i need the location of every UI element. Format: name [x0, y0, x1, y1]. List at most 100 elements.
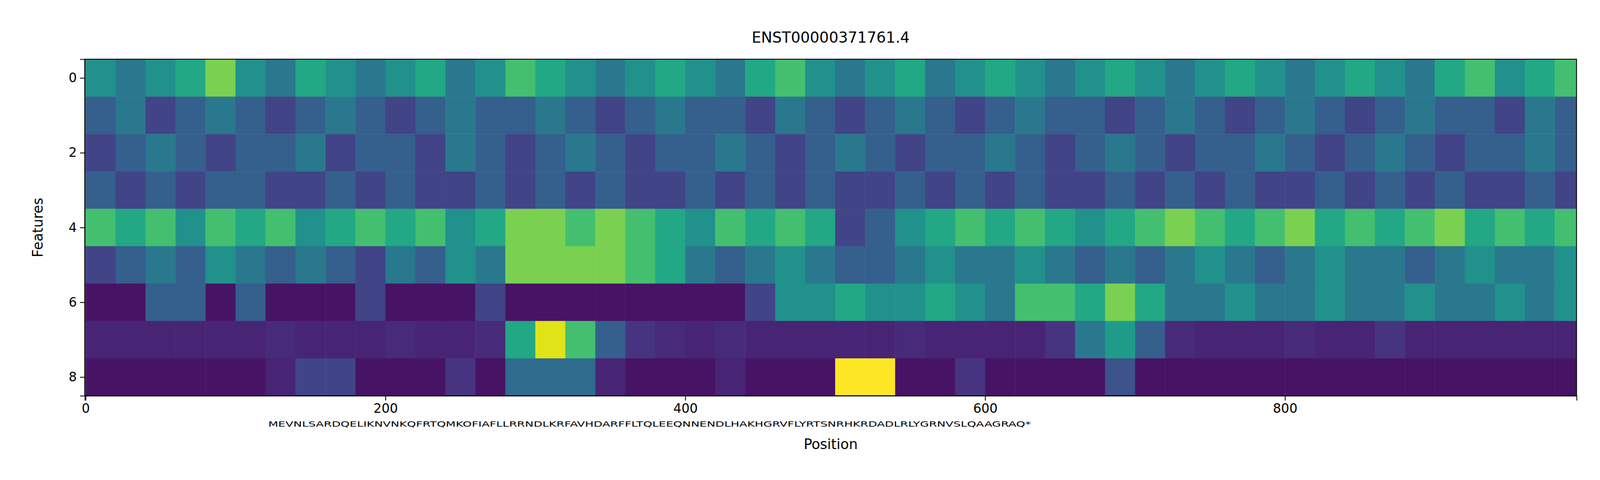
heatmap-cell: [205, 321, 236, 359]
heatmap-cell: [894, 321, 926, 359]
heatmap-cell: [655, 59, 686, 98]
heatmap-cell: [1284, 246, 1316, 285]
heatmap-cell: [745, 358, 776, 396]
heatmap-cell: [205, 171, 236, 210]
heatmap-cell: [85, 246, 116, 285]
heatmap-cell: [1465, 283, 1496, 322]
heatmap-cell: [865, 171, 896, 210]
sequence-annotation: MEVNLSARDQELIKNVNKQFRTQMKOFIAFLLRRNDLKRF…: [268, 419, 1031, 429]
tick-mark: [85, 395, 87, 401]
heatmap-cell: [1524, 246, 1556, 285]
heatmap-cell: [925, 358, 956, 396]
heatmap-cell: [1374, 171, 1406, 210]
heatmap-cell: [1164, 283, 1196, 322]
heatmap-cell: [985, 133, 1016, 172]
heatmap-cell: [1075, 208, 1106, 247]
heatmap-cell: [355, 358, 386, 396]
heatmap-cell: [805, 246, 836, 285]
heatmap-cell: [1314, 283, 1346, 322]
heatmap-cell: [715, 96, 746, 135]
heatmap-cell: [1284, 283, 1316, 322]
heatmap-cell: [265, 321, 296, 359]
chart: 020040060080002468ENST00000371761.4MEVNL…: [0, 0, 1600, 480]
heatmap-cell: [625, 358, 656, 396]
heatmap-cell: [925, 321, 956, 359]
heatmap-cell: [295, 246, 326, 285]
heatmap-cell: [685, 171, 716, 210]
heatmap-cell: [1105, 283, 1136, 322]
heatmap-cell: [1465, 208, 1496, 247]
heatmap-cell: [865, 283, 896, 322]
heatmap-cell: [1314, 59, 1346, 98]
heatmap-cell: [1075, 283, 1106, 322]
heatmap-cell: [865, 59, 896, 98]
heatmap-cell: [1014, 59, 1046, 98]
heatmap-cell: [774, 246, 806, 285]
heatmap-cell: [1345, 208, 1376, 247]
heatmap-cell: [475, 246, 506, 285]
heatmap-cell: [235, 59, 267, 98]
heatmap-cell: [774, 96, 806, 135]
heatmap-cell: [325, 321, 356, 359]
heatmap-cell: [1014, 358, 1046, 396]
heatmap-cell: [1225, 208, 1256, 247]
heatmap-cell: [175, 283, 206, 322]
heatmap-cell: [1014, 208, 1046, 247]
heatmap-cell: [1434, 321, 1466, 359]
heatmap-cell: [1225, 96, 1256, 135]
heatmap-cell: [715, 246, 746, 285]
heatmap-cell: [145, 358, 176, 396]
heatmap-cell: [1164, 133, 1196, 172]
heatmap-cell: [1195, 171, 1226, 210]
heatmap-cell: [1284, 96, 1316, 135]
heatmap-cell: [595, 133, 626, 172]
heatmap-cell: [265, 59, 296, 98]
heatmap-cell: [1284, 358, 1316, 396]
heatmap-cell: [1524, 59, 1556, 98]
heatmap-cell: [145, 246, 176, 285]
heatmap-cell: [1075, 96, 1106, 135]
heatmap-cell: [955, 208, 986, 247]
heatmap-cell: [85, 171, 116, 210]
heatmap-cell: [595, 96, 626, 135]
heatmap-cell: [175, 358, 206, 396]
heatmap-cell: [85, 59, 116, 98]
heatmap-cell: [1284, 321, 1316, 359]
heatmap-cell: [85, 283, 116, 322]
heatmap-cell: [565, 59, 596, 98]
heatmap-cell: [894, 358, 926, 396]
heatmap-cell: [145, 133, 176, 172]
heatmap-cell: [1554, 358, 1577, 396]
heatmap-cell: [805, 208, 836, 247]
heatmap-cell: [1374, 208, 1406, 247]
title: ENST00000371761.4: [751, 28, 910, 47]
heatmap-cell: [355, 59, 386, 98]
heatmap-cell: [235, 208, 267, 247]
heatmap-cell: [1134, 171, 1166, 210]
x-axis-label: Position: [803, 436, 858, 453]
heatmap-cell: [655, 96, 686, 135]
heatmap-cell: [565, 96, 596, 135]
heatmap-cell: [325, 358, 356, 396]
heatmap-cell: [1374, 96, 1406, 135]
heatmap-cell: [1075, 358, 1106, 396]
heatmap-cell: [955, 358, 986, 396]
heatmap-cell: [265, 171, 296, 210]
heatmap-cell: [115, 59, 147, 98]
heatmap-cell: [1044, 96, 1076, 135]
heatmap-cell: [1494, 321, 1526, 359]
heatmap-cell: [475, 59, 506, 98]
tick: 200: [373, 395, 398, 416]
heatmap-cell: [445, 321, 476, 359]
heatmap-cell: [85, 321, 116, 359]
heatmap-cell: [1524, 133, 1556, 172]
heatmap-cell: [1465, 358, 1496, 396]
plot-frame: [84, 59, 1577, 396]
heatmap-cell: [985, 321, 1016, 359]
heatmap-cell: [685, 96, 716, 135]
heatmap-cell: [445, 96, 476, 135]
heatmap-cell: [535, 321, 566, 359]
heatmap-cell: [1225, 321, 1256, 359]
heatmap-cell: [175, 171, 206, 210]
heatmap-cell: [655, 358, 686, 396]
